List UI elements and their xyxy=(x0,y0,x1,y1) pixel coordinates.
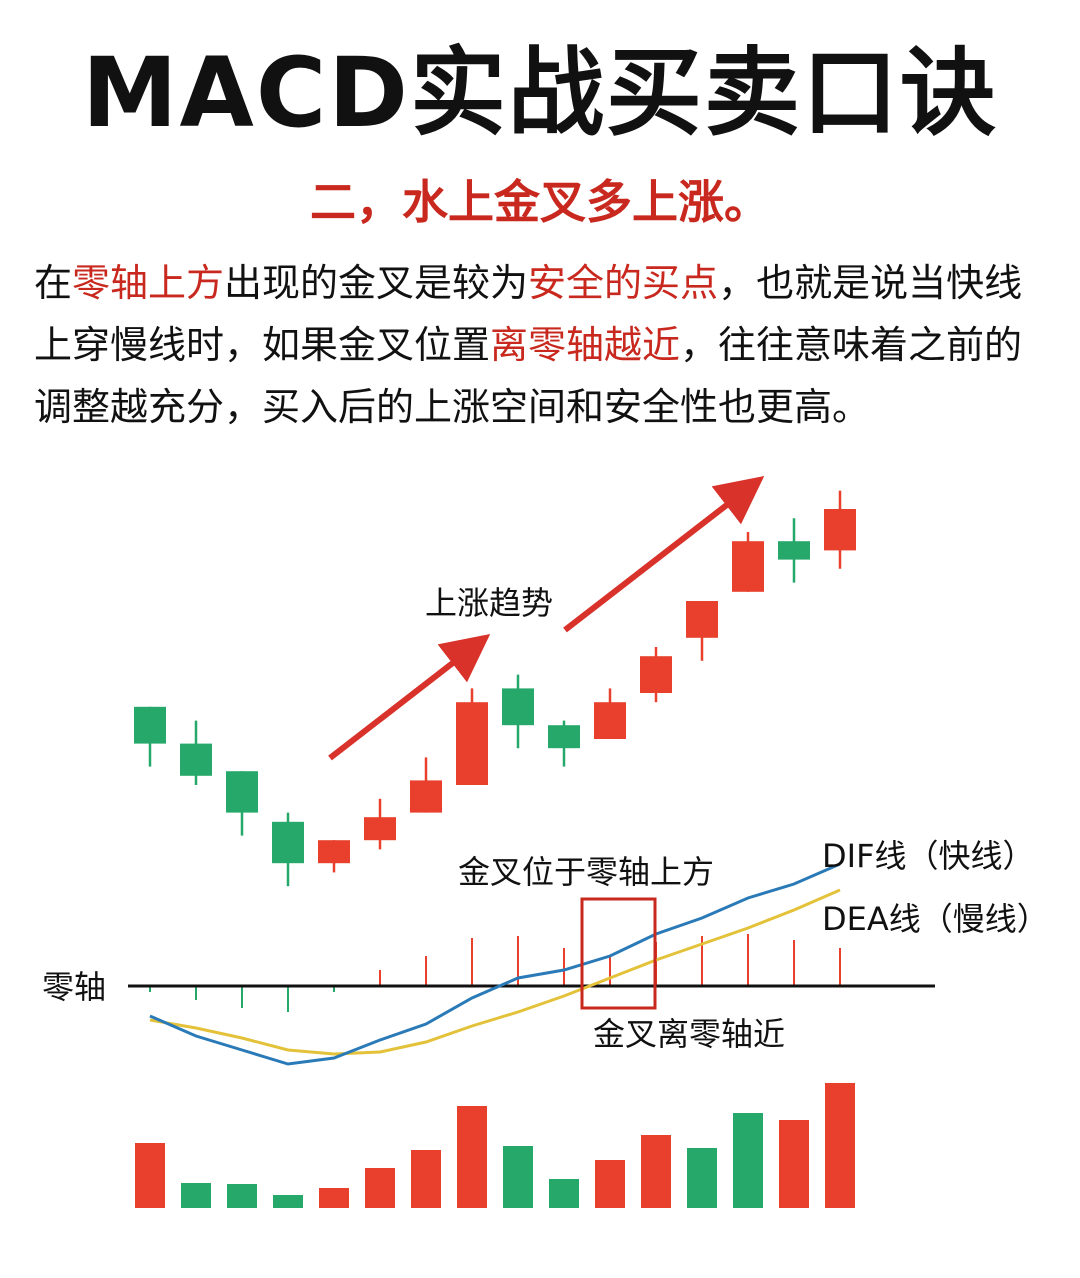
histogram-bar xyxy=(733,1113,763,1208)
page-subtitle: 二，水上金叉多上涨。 xyxy=(310,175,770,229)
histogram-bar xyxy=(457,1106,487,1208)
histogram-group xyxy=(135,1083,855,1208)
candle-body xyxy=(272,821,304,864)
histogram-bar xyxy=(825,1083,855,1208)
golden-cross-above-label: 金叉位于零轴上方 xyxy=(458,853,714,891)
histogram-bar xyxy=(595,1160,625,1208)
trend-arrow-1 xyxy=(328,633,491,761)
candle-body xyxy=(778,541,810,560)
golden-cross-highlight-box xyxy=(580,897,657,1010)
histogram-bar xyxy=(641,1135,671,1208)
paragraph-text: ，往往意味着之前的调整越充分，买入后的上涨空间和安全性也更高。 xyxy=(34,323,1023,429)
histogram-bar xyxy=(365,1168,395,1208)
dif-line xyxy=(149,862,841,1066)
candle-body xyxy=(180,743,212,776)
zero-axis-label: 零轴 xyxy=(42,968,106,1006)
trend-arrow-2 xyxy=(563,475,765,633)
histogram-bar xyxy=(549,1179,579,1208)
candle-body xyxy=(364,817,396,841)
histogram-bar xyxy=(687,1148,717,1208)
dea-legend-label: DEA线（慢线） xyxy=(822,900,1049,938)
candle-body xyxy=(594,702,626,739)
candle-body xyxy=(456,702,488,785)
paragraph-text: 出现的金叉是较为 xyxy=(224,261,529,305)
histogram-bar xyxy=(273,1195,303,1208)
paragraph-text: 在 xyxy=(34,261,73,305)
candle-body xyxy=(318,840,350,864)
candle-body xyxy=(226,771,258,813)
candle-body xyxy=(732,541,764,592)
histogram-bar xyxy=(779,1120,809,1208)
trend-arrows xyxy=(328,475,765,761)
histogram-bar xyxy=(227,1184,257,1208)
golden-cross-near-label: 金叉离零轴近 xyxy=(593,1015,785,1053)
page-title: MACD实战买卖口诀 xyxy=(82,37,998,149)
candle-body xyxy=(502,688,534,726)
highlight-text: 安全的买点 xyxy=(528,261,719,305)
macd-signal-lines xyxy=(149,934,841,1012)
candle-body xyxy=(686,601,718,638)
candle-body xyxy=(410,780,442,813)
highlight-text: 离零轴越近 xyxy=(490,323,681,367)
candle-body xyxy=(824,509,856,551)
paragraph-text: ，也就是说当快线上穿慢线时，如果金叉位置 xyxy=(34,261,1023,367)
description-paragraph: 在零轴上方出现的金叉是较为安全的买点，也就是说当快线上穿慢线时，如果金叉位置离零… xyxy=(34,252,1050,438)
dea-line xyxy=(149,888,841,1056)
candle-body xyxy=(134,706,166,744)
histogram-bar xyxy=(135,1143,165,1208)
histogram-bar xyxy=(319,1188,349,1208)
histogram-bar xyxy=(411,1150,441,1208)
dif-legend-label: DIF线（快线） xyxy=(822,837,1035,875)
highlight-text: 零轴上方 xyxy=(72,261,225,305)
candlestick-group xyxy=(134,490,856,887)
trend-label: 上涨趋势 xyxy=(425,584,553,622)
histogram-bar xyxy=(181,1183,211,1208)
candle-body xyxy=(548,725,580,749)
histogram-bar xyxy=(503,1146,533,1208)
candle-body xyxy=(640,656,672,693)
